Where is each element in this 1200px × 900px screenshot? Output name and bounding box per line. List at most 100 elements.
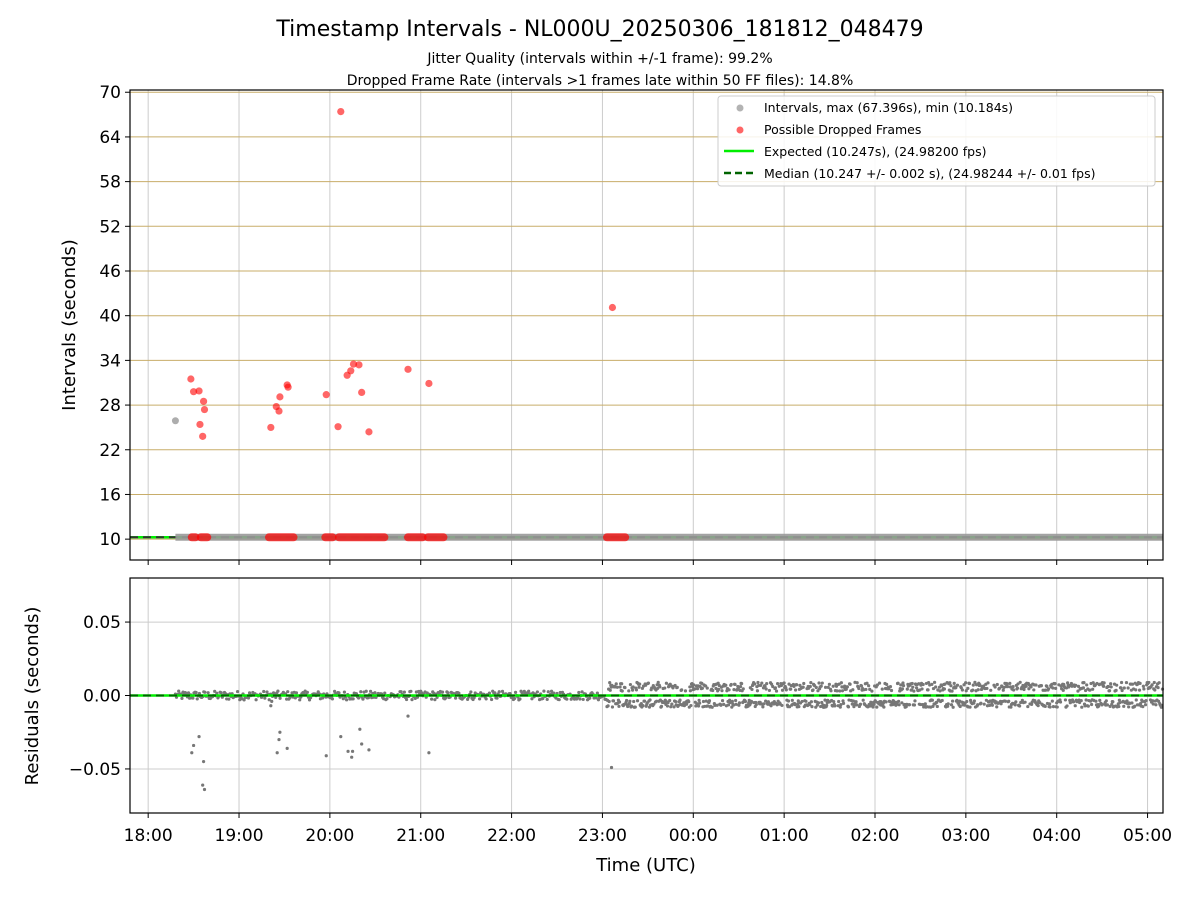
- residual-point: [990, 703, 994, 707]
- residual-point: [819, 684, 823, 688]
- residual-point: [795, 683, 799, 687]
- residual-outlier: [275, 751, 279, 755]
- residual-point: [964, 681, 968, 685]
- residual-point: [1137, 688, 1142, 692]
- bottom-x-ticks: 18:00 19:00 20:00 21:00 22:00 23:00 00:00 01:00…: [124, 813, 1172, 846]
- residual-point: [837, 699, 841, 704]
- residual-point: [608, 688, 612, 692]
- residual-point: [1038, 700, 1042, 705]
- residual-point: [267, 698, 271, 702]
- residual-point: [614, 682, 618, 686]
- residual-point: [635, 699, 640, 703]
- residual-point: [670, 702, 674, 706]
- residual-point: [955, 683, 960, 687]
- residual-point: [884, 700, 888, 704]
- residual-point: [652, 702, 656, 706]
- residual-point: [946, 702, 950, 706]
- residual-point: [857, 686, 861, 691]
- residual-point: [695, 702, 699, 706]
- residual-point: [373, 691, 377, 695]
- residual-point: [865, 681, 869, 685]
- residual-point: [711, 688, 715, 693]
- residual-point: [617, 700, 622, 704]
- residual-point: [926, 688, 930, 692]
- top-y-tick-label: 22: [99, 441, 121, 461]
- bottom-points: [173, 680, 1165, 792]
- residual-point: [1134, 698, 1138, 702]
- residual-point: [286, 690, 290, 694]
- residual-point: [997, 686, 1002, 690]
- residual-point: [734, 702, 738, 706]
- residual-point: [1141, 684, 1145, 688]
- residual-point: [741, 687, 745, 691]
- residual-point: [760, 681, 764, 685]
- residual-outlier: [285, 746, 289, 750]
- residual-point: [858, 702, 863, 706]
- residual-point: [896, 681, 900, 685]
- dropped-frame-point: [199, 432, 207, 440]
- residual-point: [697, 698, 701, 702]
- residual-point: [527, 689, 531, 693]
- residual-point: [611, 699, 616, 703]
- residual-point: [965, 699, 969, 704]
- residual-point: [797, 705, 801, 709]
- residual-point: [1156, 686, 1160, 690]
- residual-point: [689, 703, 693, 708]
- residual-point: [399, 690, 403, 694]
- legend-box: [717, 95, 1156, 187]
- residual-point: [1109, 685, 1113, 689]
- residual-point: [780, 703, 784, 708]
- residual-point: [1081, 686, 1086, 690]
- residual-point: [995, 705, 999, 709]
- residual-point: [1144, 698, 1148, 703]
- residual-point: [1032, 688, 1036, 692]
- residual-point: [638, 682, 642, 686]
- residual-point: [696, 704, 701, 708]
- residual-point: [823, 685, 828, 689]
- dropped-frame-point: [347, 367, 355, 375]
- legend: Intervals, max (67.396s), min (10.184s) …: [717, 95, 1156, 187]
- residual-point: [620, 689, 624, 693]
- residual-point: [1009, 705, 1013, 709]
- residual-point: [912, 703, 917, 707]
- residual-point: [978, 683, 982, 687]
- residual-point: [1039, 683, 1044, 688]
- residual-point: [663, 686, 667, 690]
- residual-point: [1079, 698, 1083, 703]
- residual-point: [790, 698, 794, 702]
- residual-point: [900, 701, 904, 705]
- residual-point: [976, 688, 980, 692]
- residual-point: [615, 685, 619, 689]
- residual-point: [247, 691, 252, 695]
- residual-point: [825, 703, 829, 707]
- residual-point: [700, 681, 704, 685]
- dropped-frame-point: [358, 388, 366, 397]
- residual-point: [361, 697, 365, 701]
- x-tick-label: 20:00: [305, 826, 354, 846]
- residual-outlier: [324, 754, 328, 758]
- residual-point: [923, 702, 927, 706]
- residual-point: [1008, 681, 1012, 685]
- residual-point: [984, 698, 988, 702]
- residual-point: [698, 701, 702, 705]
- residual-point: [1051, 686, 1055, 690]
- dropped-frame-point: [349, 360, 358, 368]
- residual-point: [1143, 703, 1148, 707]
- residual-point: [341, 697, 345, 701]
- residual-outlier: [269, 704, 273, 708]
- residual-point: [942, 687, 947, 691]
- residual-point: [809, 700, 813, 704]
- residual-point: [330, 697, 335, 701]
- residual-point: [344, 698, 349, 702]
- residual-point: [820, 700, 824, 705]
- residual-point: [472, 696, 476, 700]
- residual-point: [235, 689, 240, 694]
- residual-point: [487, 691, 492, 695]
- residual-point: [1088, 688, 1092, 692]
- residual-point: [294, 691, 299, 695]
- residual-point: [930, 698, 935, 702]
- residual-point: [796, 699, 800, 703]
- residual-point: [493, 691, 497, 695]
- residual-point: [581, 697, 585, 702]
